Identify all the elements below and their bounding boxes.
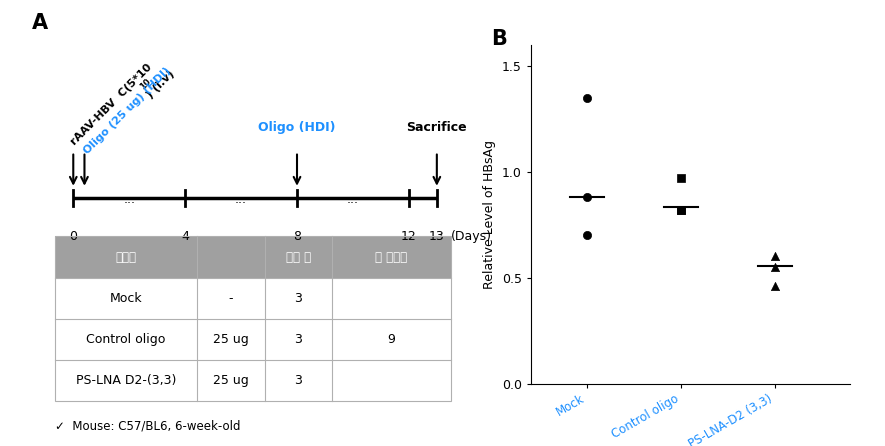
Text: 실험군: 실험군: [116, 251, 136, 264]
Point: [767, 283, 781, 290]
Text: 0: 0: [69, 230, 77, 243]
Y-axis label: Relative Level of HBsAg: Relative Level of HBsAg: [483, 140, 496, 289]
Point: [673, 206, 688, 214]
Text: 9: 9: [388, 333, 396, 346]
Text: 3: 3: [295, 292, 302, 305]
Text: (Days): (Days): [450, 230, 492, 243]
Text: Oligo (HDI): Oligo (HDI): [258, 121, 335, 134]
Point: [581, 94, 595, 101]
Text: Sacrifice: Sacrifice: [406, 121, 467, 134]
Text: B: B: [491, 29, 507, 49]
Text: ...: ...: [347, 193, 359, 206]
Point: [673, 206, 688, 214]
Text: ) (i.v): ) (i.v): [144, 69, 176, 100]
Text: Oligo (25 ug) (HDI): Oligo (25 ug) (HDI): [82, 66, 173, 156]
Text: rAAV-HBV  C(5*10: rAAV-HBV C(5*10: [68, 62, 153, 147]
Point: [673, 174, 688, 182]
Text: Control oligo: Control oligo: [87, 333, 165, 346]
Text: ...: ...: [235, 193, 247, 206]
Text: 25 ug: 25 ug: [213, 374, 249, 387]
Text: 3: 3: [295, 333, 302, 346]
Text: 3: 3: [295, 374, 302, 387]
Text: A: A: [32, 13, 48, 33]
Text: ...: ...: [123, 193, 135, 206]
Text: 25 ug: 25 ug: [213, 333, 249, 346]
Point: [581, 194, 595, 201]
Text: -: -: [228, 292, 234, 305]
Point: [767, 253, 781, 260]
Text: 12: 12: [401, 230, 417, 243]
Text: 8: 8: [293, 230, 301, 243]
Point: [581, 232, 595, 239]
Text: 마리 수: 마리 수: [286, 251, 311, 264]
Text: ✓  Mouse: C57/BL6, 6-week-old: ✓ Mouse: C57/BL6, 6-week-old: [55, 419, 241, 432]
Text: 13: 13: [429, 230, 444, 243]
Point: [767, 264, 781, 271]
Text: PS-LNA D2-(3,3): PS-LNA D2-(3,3): [76, 374, 176, 387]
Text: Mock: Mock: [110, 292, 142, 305]
Bar: [55, 236, 450, 277]
Bar: [55, 236, 450, 401]
Text: 4: 4: [181, 230, 189, 243]
Text: 잘 마리수: 잘 마리수: [375, 251, 407, 264]
Text: 10: 10: [138, 77, 153, 91]
